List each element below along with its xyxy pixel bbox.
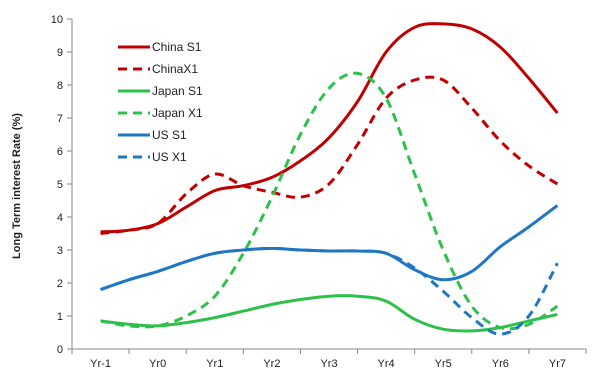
legend-label: US S1	[152, 128, 187, 142]
y-tick-label: 4	[57, 212, 63, 224]
y-tick-label: 8	[57, 80, 63, 92]
legend-label: Japan S1	[152, 84, 203, 98]
y-tick-label: 6	[57, 146, 63, 158]
x-tick-label: Yr-1	[90, 358, 111, 370]
x-tick-label: Yr7	[549, 358, 566, 370]
y-tick-label: 7	[57, 113, 63, 125]
legend: China S1 ChinaX1 Japan S1 Japan X1 US S1 US X…	[118, 40, 203, 164]
series-line-china-s1	[100, 22, 559, 234]
y-tick-label: 1	[57, 311, 63, 323]
y-tick-label: 10	[51, 14, 63, 26]
x-tick-label: Yr4	[378, 358, 395, 370]
x-tick-label: Yr3	[320, 358, 337, 370]
x-tick-label: Yr0	[149, 358, 166, 370]
legend-label: US X1	[152, 150, 187, 164]
x-tick-label: Yr5	[435, 358, 452, 370]
y-tick-label: 5	[57, 179, 63, 191]
x-tick-label: Yr1	[206, 358, 223, 370]
y-axis: 0 1 2 3 4 5 6 7 8 9 10	[51, 14, 72, 356]
legend-label: Japan X1	[152, 106, 203, 120]
series-line-chinax1	[100, 75, 559, 235]
series-layer	[100, 22, 559, 336]
legend-label: ChinaX1	[152, 62, 198, 76]
y-axis-title: Long Term interest Rate (%)	[11, 113, 23, 259]
x-axis: Yr-1 Yr0 Yr1 Yr2 Yr3 Yr4 Yr5 Yr6 Yr7	[71, 349, 587, 370]
y-tick-label: 0	[57, 344, 63, 356]
y-tick-label: 2	[57, 278, 63, 290]
x-tick-label: Yr2	[263, 358, 280, 370]
y-tick-label: 3	[57, 245, 63, 257]
series-line-japan-x1	[100, 71, 559, 331]
legend-label: China S1	[152, 40, 202, 54]
x-tick-label: Yr6	[492, 358, 509, 370]
series-line-us-x1	[100, 246, 559, 336]
y-tick-label: 9	[57, 47, 63, 59]
series-line-japan-s1	[100, 294, 558, 333]
